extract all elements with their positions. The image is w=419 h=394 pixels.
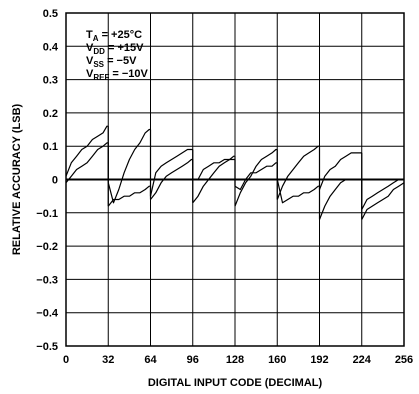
condition-subscript: DD	[93, 47, 105, 56]
x-tick-label: 256	[395, 354, 413, 366]
x-axis-label: DIGITAL INPUT CODE (DECIMAL)	[148, 377, 323, 389]
x-tick-label: 96	[187, 354, 199, 366]
series-2-segment	[234, 162, 278, 191]
series-2-segment	[150, 158, 193, 200]
y-axis-label: RELATIVE ACCURACY (LSB)	[11, 103, 23, 255]
series-1-segment	[234, 148, 278, 207]
series-1-segment	[276, 145, 320, 200]
y-tick-label: −0.4	[36, 308, 59, 320]
grid	[65, 12, 405, 347]
series-2-segment	[65, 142, 109, 184]
condition-line: VSS = −5V	[86, 55, 137, 69]
condition-subscript: A	[93, 34, 99, 43]
condition-line: VREF = −10V	[86, 68, 149, 82]
y-tick-label: −0.3	[36, 274, 58, 286]
y-tick-label: −0.1	[36, 208, 58, 220]
y-tick-label: 0.4	[43, 41, 59, 53]
condition-symbol: T	[86, 29, 93, 41]
series-1-segment	[192, 155, 235, 204]
x-tick-label: 64	[144, 354, 157, 366]
condition-subscript: REF	[93, 73, 109, 82]
condition-line: TA = +25°C	[86, 29, 142, 43]
series-2	[65, 128, 405, 220]
series-2-segment	[361, 182, 405, 220]
series-2-segment	[192, 158, 235, 181]
x-tick-label: 160	[268, 354, 286, 366]
condition-symbol: V	[86, 55, 94, 67]
condition-subscript: SS	[93, 60, 104, 69]
y-tick-label: 0.2	[43, 108, 58, 120]
condition-value: = −5V	[104, 55, 137, 67]
x-tick-label: 192	[310, 354, 328, 366]
series-1-segment	[65, 125, 109, 177]
series-1-segment	[318, 152, 362, 190]
plot-frame	[65, 12, 405, 347]
y-tick-label: 0.3	[43, 75, 58, 87]
y-tick-label: −0.2	[36, 241, 58, 253]
condition-value: = +15V	[105, 42, 144, 54]
series-2-segment	[318, 178, 362, 220]
series-1-segment	[361, 178, 404, 210]
x-tick-label: 0	[63, 354, 69, 366]
x-tick-label: 32	[102, 354, 114, 366]
y-tick-label: 0.1	[43, 141, 58, 153]
condition-value: = −10V	[109, 68, 148, 80]
x-tick-label: 128	[226, 354, 244, 366]
series-group	[65, 125, 405, 220]
condition-symbol: V	[86, 42, 94, 54]
condition-symbol: V	[86, 68, 94, 80]
condition-line: VDD = +15V	[86, 42, 144, 56]
y-tick-label: −0.5	[36, 341, 58, 353]
condition-value: = +25°C	[99, 29, 143, 41]
series-1-segment	[107, 185, 151, 207]
series-1-segment	[149, 148, 193, 197]
x-tick-label: 224	[353, 354, 372, 366]
y-tick-label: 0	[52, 175, 58, 187]
tick-labels: 0.5 0.4 0.3 0.2 0.1 0 −0.1 −0.2 −0.3 −0.4 −0.5 0 32 6…	[36, 8, 413, 366]
series-2-segment	[276, 179, 320, 204]
y-tick-label: 0.5	[43, 8, 58, 20]
series-2-segment	[107, 128, 151, 204]
